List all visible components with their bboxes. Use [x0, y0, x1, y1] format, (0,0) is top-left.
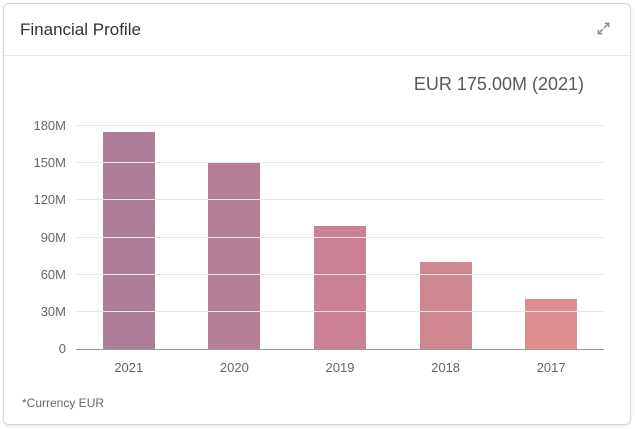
- financial-profile-card: Financial Profile EUR 175.00M (2021) 0 30…: [3, 3, 631, 425]
- y-axis-tick-label: 150M: [33, 155, 66, 171]
- bar-slot: [76, 126, 182, 349]
- x-axis-label: 2021: [114, 360, 144, 375]
- gridline: [76, 236, 604, 238]
- x-axis-label: 2020: [219, 360, 249, 375]
- x-axis-label: 2017: [536, 360, 566, 375]
- y-axis-tick-label: 180M: [33, 118, 66, 133]
- bar-2019[interactable]: [313, 226, 366, 349]
- y-axis-tick-label: 0: [58, 341, 66, 356]
- bar-2021[interactable]: [102, 132, 155, 349]
- bar-2017[interactable]: [525, 299, 578, 349]
- y-axis-tick-label: 60M: [40, 266, 66, 282]
- x-axis-label: 2019: [325, 360, 355, 375]
- y-axis-tick-label: 120M: [33, 192, 66, 208]
- y-axis-tick-label: 90M: [40, 229, 66, 245]
- gridline: [76, 310, 604, 312]
- bar-slot: [393, 126, 499, 349]
- currency-footnote: *Currency EUR: [22, 396, 105, 410]
- card-title: Financial Profile: [20, 19, 141, 39]
- gridline: [76, 162, 604, 164]
- gridline: [76, 199, 604, 201]
- chart-title: EUR 175.00M (2021): [413, 74, 584, 94]
- bar-2020[interactable]: [208, 163, 261, 349]
- gridline: [76, 125, 604, 126]
- bar-slot: [287, 126, 393, 349]
- x-axis: 2021 2020 2019 2018 2017: [76, 360, 604, 375]
- bar-2018[interactable]: [419, 262, 472, 349]
- bars-container: [76, 126, 604, 349]
- expand-icon: [596, 21, 611, 39]
- plot-area: 0 30M 60M 90M 120M 150M 180M: [33, 119, 604, 356]
- gridline: [76, 273, 604, 275]
- bar-slot: [182, 126, 288, 349]
- bar-slot: [498, 126, 604, 349]
- x-axis-label: 2018: [431, 360, 461, 375]
- expand-button[interactable]: [592, 19, 614, 41]
- card-header: Financial Profile: [4, 4, 630, 56]
- y-axis-tick-label: 30M: [40, 303, 66, 319]
